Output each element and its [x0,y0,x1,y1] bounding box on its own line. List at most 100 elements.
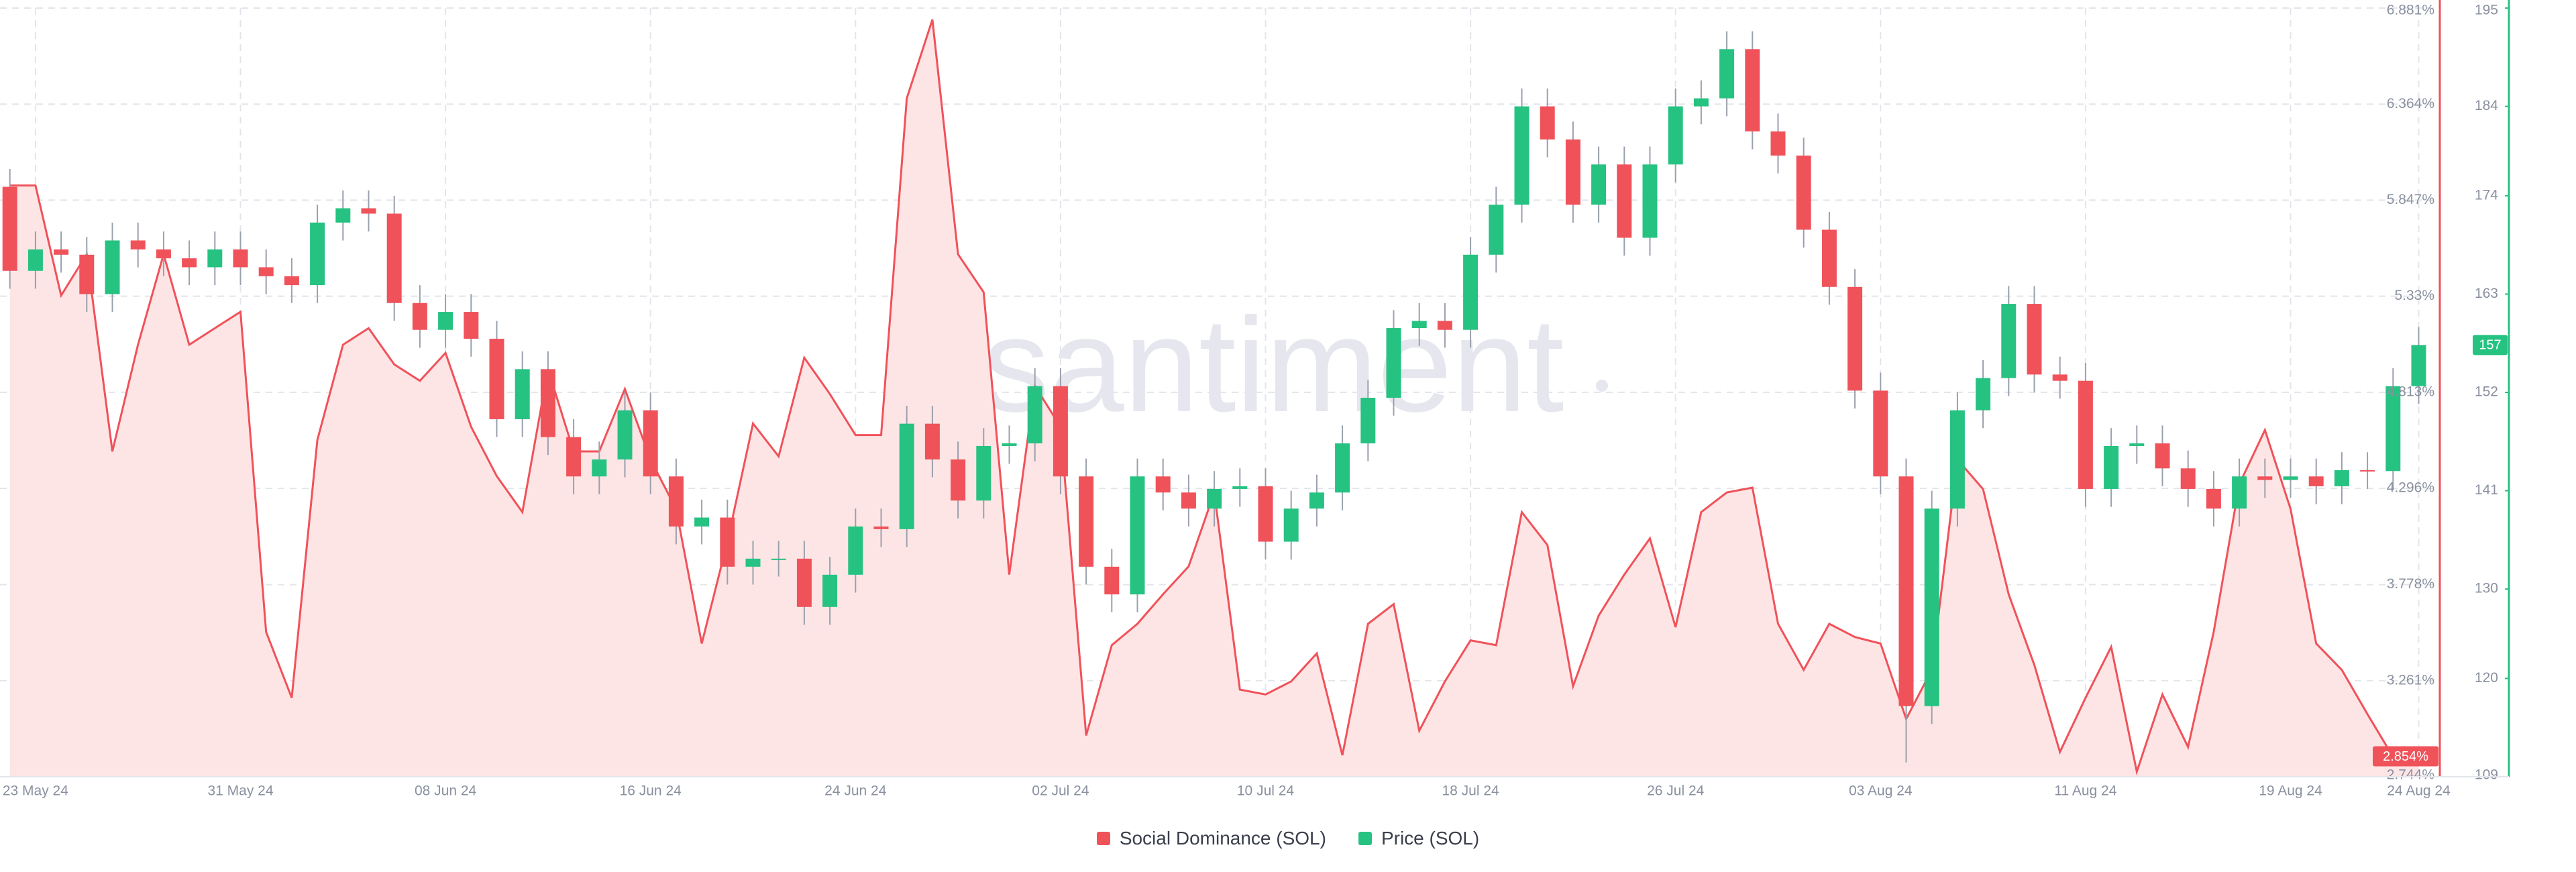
last-value-label: 157 [2479,338,2501,353]
candle-body [1745,49,1760,131]
candle-body [2360,470,2375,472]
candle-body [1386,328,1401,398]
y2-tick-label: 130 [2475,581,2498,596]
candle-body [412,303,427,330]
candle-body [848,526,863,575]
legend: Social Dominance (SOL) Price (SOL) [0,820,2576,857]
candle-body [745,558,761,567]
legend-swatch [1096,832,1110,845]
candle-body [105,240,120,294]
candle-body [335,208,351,223]
candle-body [1360,397,1376,443]
y2-tick-label: 184 [2475,98,2498,113]
area-fill [9,19,2419,777]
candle-body [515,369,530,419]
candle-body [386,213,402,303]
candle-body [2180,468,2196,489]
candle-body [489,339,504,419]
y-tick-label: 4.296% [2387,480,2434,496]
candle-body [668,476,684,527]
candle-body [1642,164,1658,238]
axes-layer: 23 May 24 31 May 24 08 Jun 24 16 Jun 24 24 J… [0,0,2510,799]
candle-body [976,445,991,501]
candle-body [1002,443,1017,446]
candle-body [2052,374,2068,381]
candle-body [540,369,555,437]
x-tick-label: 24 Aug 24 [2387,783,2451,799]
candle-body [720,517,735,567]
candle-body [1591,164,1607,205]
candle-body [2257,476,2273,480]
data-layer [2,19,2426,777]
candle-body [1463,254,1479,330]
y2-tick-label: 152 [2475,384,2498,400]
x-tick-label: 11 Aug 24 [2054,783,2116,799]
x-tick-label: 10 Jul 24 [1237,783,1295,799]
x-tick-label: 31 May 24 [207,783,273,799]
candle-body [694,517,710,527]
candle-body [1258,486,1273,542]
candle-body [1079,476,1094,567]
candle-body [2129,443,2145,446]
candle-body [899,423,914,529]
candle-body [1309,492,1324,509]
candle-body [2206,488,2221,509]
candle-body [1437,321,1452,330]
candle-body [1924,508,1939,706]
chart: santiment 23 May 24 31 May 24 08 Jun 24 16 … [0,0,2510,799]
candle-body [566,437,582,477]
y-tick-label: 5.847% [2387,192,2434,207]
candle-body [1411,321,1427,329]
candle-body [2078,380,2093,489]
candle-body [258,267,274,276]
legend-label: Price (SOL) [1381,828,1480,849]
candle-body [1514,106,1529,205]
y-tick-label: 4.813% [2387,384,2434,399]
candle-body [822,574,838,607]
legend-label: Social Dominance (SOL) [1119,828,1326,849]
candle-body [617,410,633,459]
candle-body [1693,98,1709,107]
candle-body [1489,205,1504,255]
candle-body [1796,155,1811,230]
last-value-badge [2473,335,2508,356]
candle-body [592,459,607,477]
y2-tick-label: 141 [2475,482,2498,498]
x-tick-label: 03 Aug 24 [1849,783,1913,799]
candle-body [2104,445,2119,489]
legend-item[interactable]: Social Dominance (SOL) [1096,828,1326,849]
candle-body [1770,131,1786,156]
y2-tick-label: 174 [2475,187,2498,203]
candle-body [1873,390,1888,477]
y2-tick-label: 163 [2475,286,2498,301]
candle-body [1130,476,1145,595]
candle-body [2155,443,2170,469]
candle-body [1232,486,1248,489]
x-tick-label: 24 Jun 24 [824,783,887,799]
candle-body [1949,410,1965,509]
candle-body [1181,492,1196,509]
y-tick-label: 2.744% [2387,767,2434,783]
candle-body [79,254,95,294]
candle-body [643,410,658,477]
candle-body [2385,386,2401,472]
candle-body [1053,386,1068,477]
candle-body [1719,49,1735,99]
y2-tick-label: 120 [2475,670,2498,686]
candle-body [2232,476,2247,509]
candle-body [1847,286,1863,391]
candle-body [233,249,248,268]
last-value-badge [2373,746,2438,767]
candle-body [1565,139,1580,205]
candle-body [951,459,966,501]
candle-body [361,208,376,214]
candle-body [1668,106,1683,165]
x-tick-label: 16 Jun 24 [620,783,682,799]
candle-body [2283,476,2298,480]
legend-item[interactable]: Price (SOL) [1358,828,1479,849]
x-tick-label: 26 Jul 24 [1647,783,1705,799]
y2-tick-label: 109 [2475,767,2498,783]
x-tick-label: 23 May 24 [3,783,68,799]
y-tick-label: 3.261% [2387,672,2434,688]
